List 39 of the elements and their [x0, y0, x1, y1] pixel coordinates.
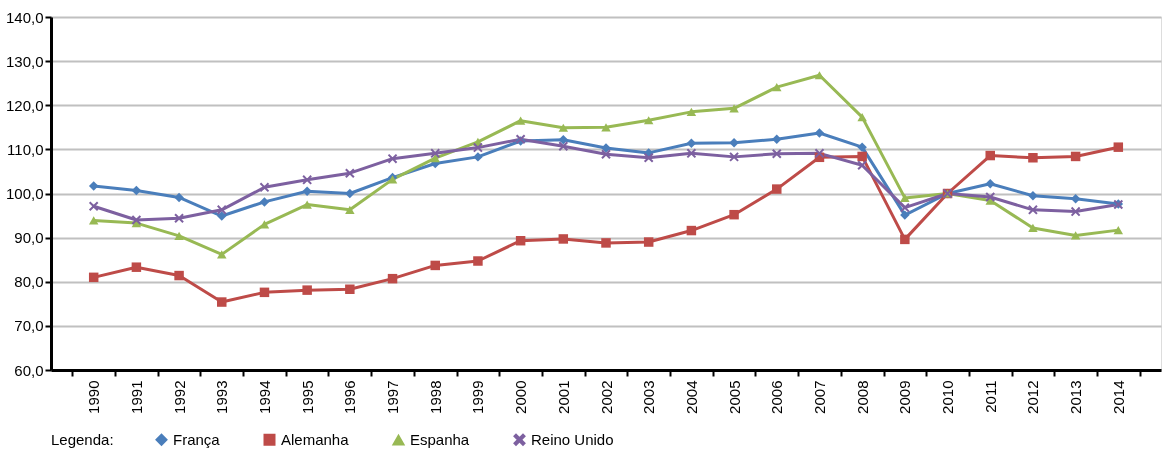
- x-tick-label: 1993: [213, 380, 231, 414]
- x-tick-label: 1997: [384, 380, 402, 414]
- x-tick-label: 2000: [512, 380, 530, 414]
- y-tick-label: 90,0: [14, 229, 44, 247]
- x-tick-label: 2003: [640, 380, 658, 414]
- x-tick-label: 2006: [768, 380, 786, 414]
- x-tick-label: 2007: [810, 380, 828, 414]
- x-tick-label: 2002: [597, 380, 615, 414]
- x-tick-label: 1994: [255, 380, 273, 414]
- legend-label: Alemanha: [281, 430, 350, 448]
- x-tick-label: 2014: [1109, 380, 1127, 414]
- legend-label: França: [173, 430, 221, 448]
- legend-label: Reino Unido: [531, 430, 614, 448]
- y-tick-label: 80,0: [14, 273, 44, 291]
- legend-title: Legenda:: [51, 431, 114, 448]
- x-tick-label: 2009: [896, 380, 914, 414]
- y-tick-label: 110,0: [7, 140, 44, 158]
- x-tick-label: 1998: [426, 380, 444, 414]
- x-tick-label: 2005: [725, 380, 743, 414]
- x-tick-label: 1996: [341, 380, 359, 414]
- x-tick-label: 2011: [981, 380, 999, 413]
- x-tick-label: 1999: [469, 380, 487, 414]
- x-tick-label: 2012: [1024, 380, 1042, 414]
- x-tick-label: 1991: [127, 380, 145, 414]
- y-tick-label: 70,0: [14, 317, 44, 335]
- y-tick-label: 130,0: [5, 52, 44, 70]
- x-tick-label: 2004: [682, 380, 700, 414]
- y-tick-label: 140,0: [5, 8, 44, 26]
- x-tick-label: 1995: [298, 380, 316, 414]
- x-tick-label: 1992: [170, 380, 188, 414]
- x-tick-label: 1990: [85, 380, 103, 414]
- x-tick-label: 2001: [554, 380, 572, 414]
- x-tick-label: 2008: [853, 380, 871, 414]
- x-tick-label: 2013: [1067, 380, 1085, 414]
- y-tick-label: 60,0: [14, 361, 44, 379]
- legend-label: Espanha: [410, 431, 470, 449]
- x-tick-label: 2010: [939, 380, 957, 414]
- y-tick-label: 120,0: [5, 96, 44, 114]
- y-tick-label: 100,0: [5, 185, 44, 202]
